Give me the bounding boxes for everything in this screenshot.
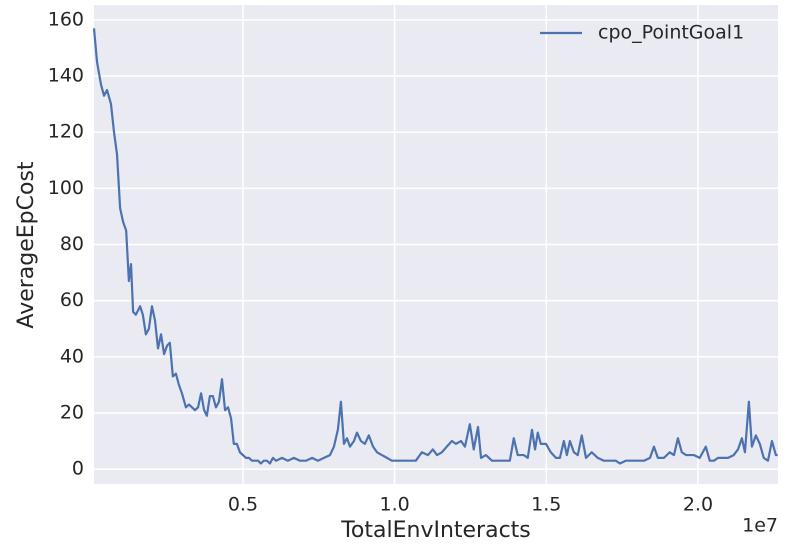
- y-tick-label: 20: [60, 401, 84, 423]
- y-tick-label: 60: [60, 289, 84, 311]
- y-tick-label: 140: [48, 65, 84, 87]
- x-tick-label: 2.0: [683, 494, 713, 516]
- y-tick-label: 100: [48, 177, 84, 199]
- x-tick-label: 1.0: [379, 494, 409, 516]
- y-tick-label: 40: [60, 345, 84, 367]
- y-tick-label: 80: [60, 233, 84, 255]
- legend-label: cpo_PointGoal1: [598, 22, 744, 44]
- data-line: [92, 28, 778, 465]
- x-axis-label: TotalEnvInteracts: [340, 518, 531, 543]
- y-tick-label: 0: [72, 458, 84, 480]
- x-tick-label: 1.5: [531, 494, 561, 516]
- x-offset-label: 1e7: [742, 515, 778, 537]
- x-tick-label: 0.5: [228, 494, 258, 516]
- y-tick-label: 160: [48, 8, 84, 30]
- y-axis-label: AverageEpCost: [14, 161, 39, 328]
- y-tick-label: 120: [48, 121, 84, 143]
